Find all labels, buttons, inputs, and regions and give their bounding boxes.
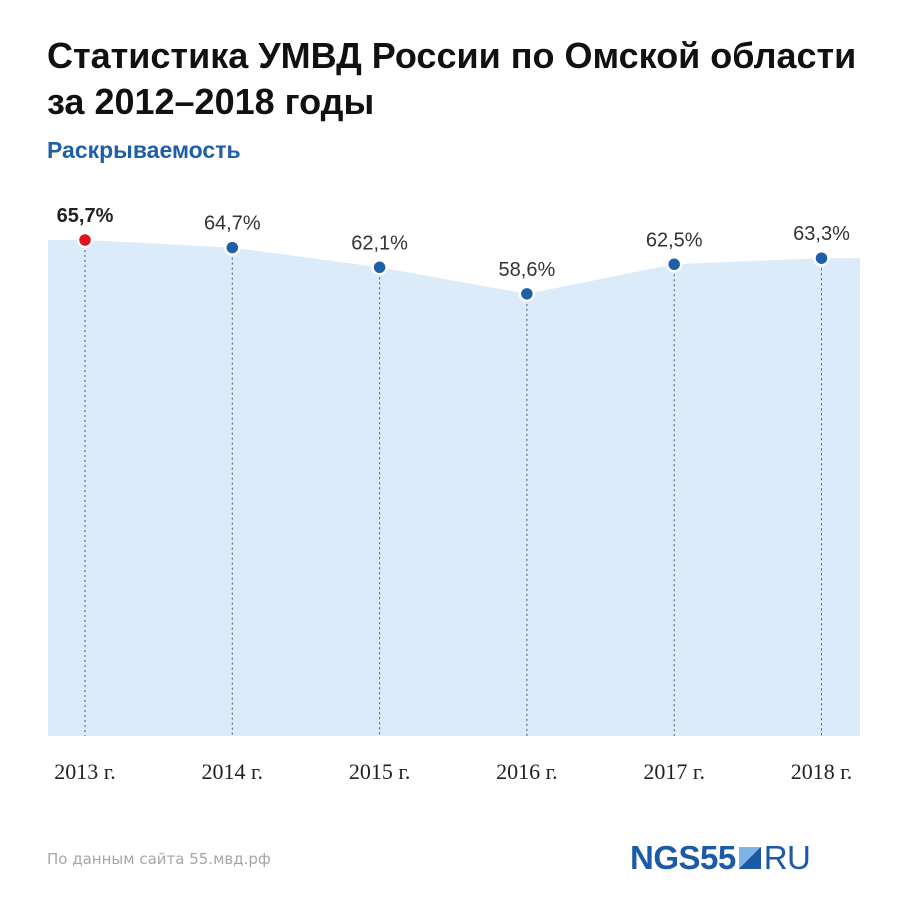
data-point: [665, 256, 683, 273]
data-label: 58,6%: [499, 259, 556, 281]
area-fill: [48, 240, 860, 736]
x-tick-label: 2013 г.: [54, 759, 116, 784]
x-tick-label: 2014 г.: [202, 759, 264, 784]
x-tick-label: 2015 г.: [349, 759, 411, 784]
logo-domain: RU: [763, 839, 811, 876]
data-point: [371, 259, 388, 276]
chart-subtitle: Раскрываемость: [47, 137, 241, 163]
x-tick-label: 2018 г.: [791, 759, 853, 784]
data-label: 65,7%: [57, 205, 114, 227]
logo-square-icon: [738, 847, 761, 869]
x-tick-label: 2017 г.: [643, 759, 705, 784]
ngs55-logo: NGS55 RU: [630, 838, 811, 878]
data-label: 64,7%: [204, 213, 261, 235]
data-label: 62,5%: [646, 229, 703, 251]
data-label: 62,1%: [351, 232, 408, 254]
data-point: [813, 249, 830, 267]
data-point: [224, 239, 241, 256]
source-note: По данным сайта 55.мвд.рф: [47, 850, 271, 868]
data-point: [518, 285, 536, 303]
logo-brand: NGS55: [630, 839, 736, 876]
chart-title: Статистика УМВД России по Омской области…: [47, 35, 857, 122]
x-tick-label: 2016 г.: [496, 759, 558, 784]
highlight-point: [76, 231, 94, 249]
data-label: 63,3%: [793, 223, 850, 245]
